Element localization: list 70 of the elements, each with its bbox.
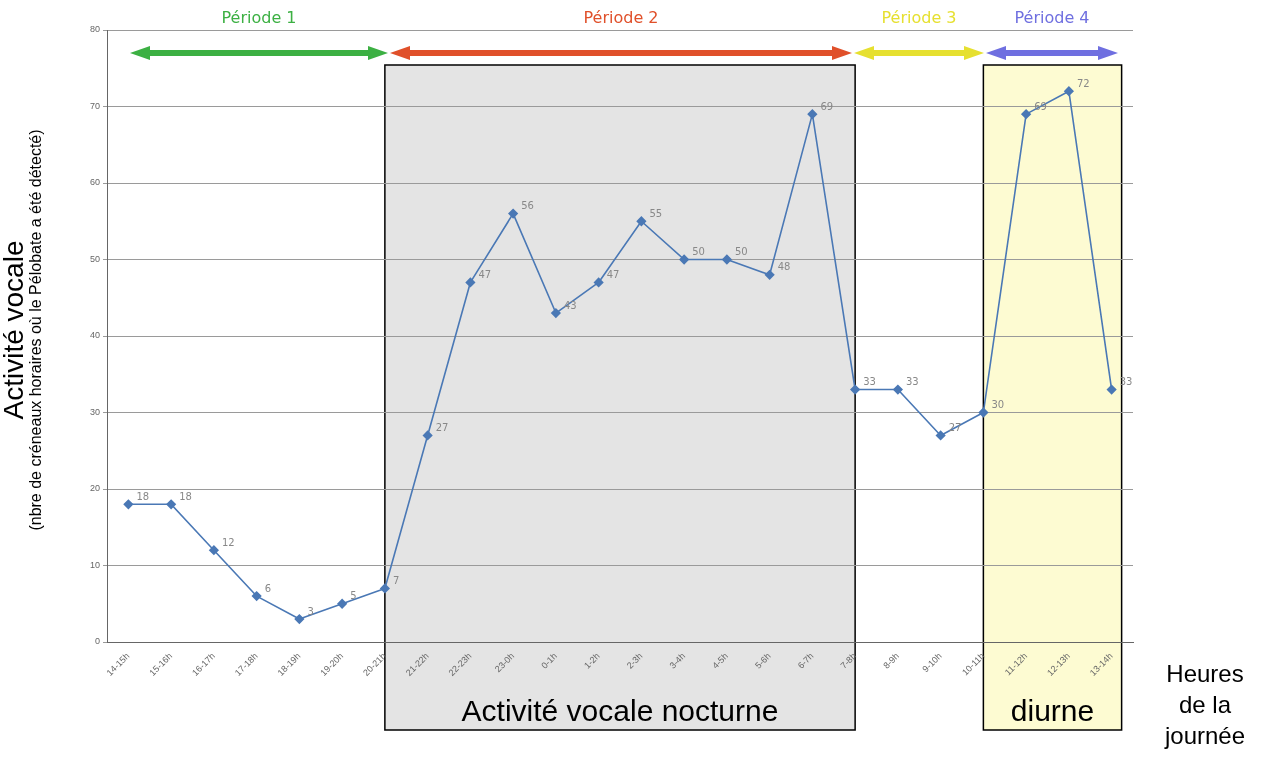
data-label: 12 [221,536,235,548]
band-label: diurne [1010,694,1095,728]
point [380,583,390,594]
x-tick-label: 7-8h [838,650,859,671]
data-label: 72 [1076,77,1090,89]
point [465,277,476,288]
text: Période 1 [217,8,301,27]
x-tick-label: 6-7h [795,650,816,671]
x-tick-label: 2-3h [624,650,645,671]
data-label: 6 [264,582,271,594]
x-axis-title: Heures de la journée [1163,659,1247,752]
y-tick-label: 0 [94,636,100,647]
text: Période 3 [877,8,961,27]
point [551,308,561,318]
data-label: 30 [991,399,1005,411]
y-tick-label: 60 [89,177,100,188]
point [166,499,176,510]
point [251,591,262,601]
point [337,598,347,609]
point [294,614,305,624]
point [764,270,775,280]
y-tick-label: 50 [89,253,100,264]
point [1021,109,1031,119]
y-tick-label: 70 [89,100,100,111]
data-label: 50 [734,246,748,258]
data-label: 47 [478,269,492,281]
y-tick-label: 10 [89,559,100,570]
point [893,384,903,395]
point [636,216,647,227]
point [209,545,219,555]
data-label: 18 [179,490,192,502]
text: Période 2 [579,8,663,27]
point [1064,86,1074,96]
data-label: 56 [521,200,534,212]
y-tick-label: 30 [89,406,100,417]
data-label: 50 [692,246,705,258]
point [722,254,732,265]
data-label: 33 [905,376,919,388]
point [593,277,604,288]
point [807,109,818,119]
x-tick-label: 1-2h [581,650,602,671]
x-tick-label: 8-9h [881,650,902,671]
text: Période 4 [1010,8,1094,27]
point [422,430,433,441]
x-tick-label: 3-4h [667,650,688,671]
point [123,499,134,510]
data-label: 27 [435,422,449,434]
data-label: 18 [136,490,150,502]
data-label: 55 [649,207,663,219]
x-tick-label: 5-6h [752,650,773,671]
data-label: 48 [777,261,791,273]
x-tick-label: 4-5h [710,650,731,671]
band-label: Activité vocale nocturne [461,694,779,728]
point [978,407,989,418]
data-label: 47 [606,269,620,281]
point [679,254,689,265]
text: (nbre de créneaux horaires où le Pélobate a été détecté) [27,129,46,531]
point [508,208,518,219]
x-tick-label: 0-1h [539,650,560,671]
data-label: 5 [350,590,357,602]
data-label: 7 [392,575,400,587]
y-tick-label: 40 [89,330,100,341]
point [935,430,946,441]
point [850,384,860,395]
point [1106,384,1117,395]
y-axis-title: Activité vocale [0,239,29,422]
data-label: 33 [863,376,876,388]
y-tick-label: 20 [89,483,100,494]
y-tick-label: 80 [89,24,100,35]
data-label: 3 [307,605,314,617]
